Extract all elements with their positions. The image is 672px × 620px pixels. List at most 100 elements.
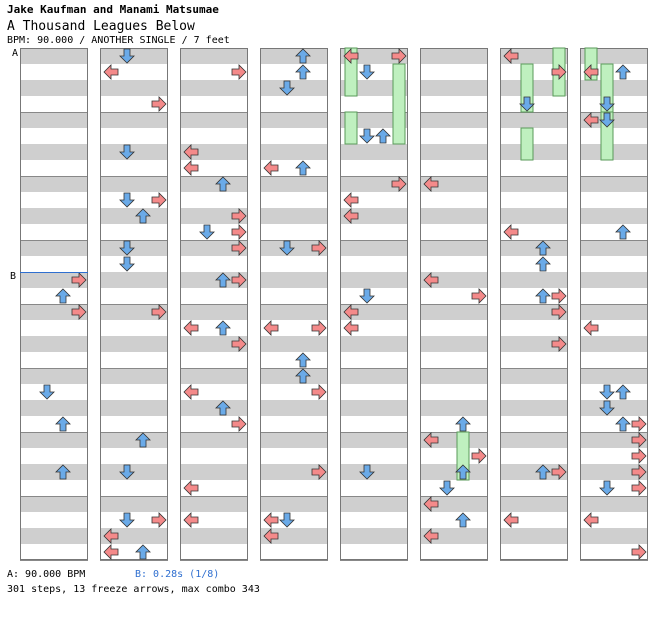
step-arrow	[391, 176, 407, 192]
step-arrow	[519, 96, 535, 112]
beat-stripe	[180, 48, 248, 64]
beat-stripe	[100, 336, 168, 352]
beat-stripe	[580, 208, 648, 224]
beat-stripe	[180, 176, 248, 192]
beat-stripe	[420, 400, 488, 416]
beat-stripe	[580, 240, 648, 256]
column-border	[500, 48, 568, 560]
beat-stripe	[20, 464, 88, 480]
step-arrow	[215, 272, 231, 288]
marker-a: A	[12, 48, 19, 59]
step-arrow	[279, 80, 295, 96]
step-arrow	[215, 400, 231, 416]
beat-stripe	[180, 272, 248, 288]
beat-stripe	[420, 272, 488, 288]
beat-stripe	[420, 240, 488, 256]
beat-stripe	[580, 464, 648, 480]
beat-stripe	[180, 304, 248, 320]
beat-stripe	[260, 368, 328, 384]
chart-meta: BPM: 90.000 / ANOTHER SINGLE / 7 feet	[7, 35, 230, 46]
step-arrow	[119, 240, 135, 256]
beat-stripe	[260, 48, 328, 64]
beat-stripe	[20, 336, 88, 352]
beat-stripe	[420, 80, 488, 96]
beat-stripe	[20, 368, 88, 384]
beat-stripe	[20, 144, 88, 160]
beat-stripe	[260, 400, 328, 416]
step-arrow	[599, 480, 615, 496]
step-arrow	[583, 320, 599, 336]
step-arrow	[55, 464, 71, 480]
step-arrow	[295, 48, 311, 64]
beat-stripe	[340, 368, 408, 384]
step-arrow	[295, 352, 311, 368]
beat-stripe	[100, 496, 168, 512]
step-arrow	[231, 208, 247, 224]
beat-stripe	[420, 368, 488, 384]
beat-stripe	[420, 208, 488, 224]
beat-stripe	[20, 176, 88, 192]
step-arrow	[231, 416, 247, 432]
step-arrow	[295, 160, 311, 176]
beat-stripe	[260, 144, 328, 160]
beat-stripe	[500, 208, 568, 224]
beat-stripe	[500, 48, 568, 64]
column-border	[580, 48, 648, 560]
step-arrow	[343, 304, 359, 320]
step-arrow	[615, 416, 631, 432]
step-arrow	[423, 528, 439, 544]
step-arrow	[231, 240, 247, 256]
step-arrow	[215, 176, 231, 192]
beat-stripe	[580, 432, 648, 448]
beat-stripe	[580, 528, 648, 544]
step-arrow	[423, 272, 439, 288]
step-arrow	[343, 320, 359, 336]
beat-stripe	[100, 272, 168, 288]
step-arrow	[343, 208, 359, 224]
beat-stripe	[500, 336, 568, 352]
beat-stripe	[340, 400, 408, 416]
step-arrow	[119, 144, 135, 160]
beat-stripe	[20, 400, 88, 416]
step-arrow	[55, 288, 71, 304]
freeze-arrow	[344, 111, 358, 145]
beat-stripe	[340, 240, 408, 256]
step-arrow	[231, 336, 247, 352]
beat-stripe	[20, 496, 88, 512]
column-border	[20, 48, 88, 560]
column-border	[340, 48, 408, 560]
step-arrow	[423, 496, 439, 512]
beat-stripe	[580, 368, 648, 384]
beat-stripe	[500, 144, 568, 160]
beat-stripe	[260, 304, 328, 320]
beat-stripe	[420, 432, 488, 448]
step-arrow	[359, 64, 375, 80]
step-arrow	[295, 64, 311, 80]
beat-stripe	[420, 464, 488, 480]
song-title: A Thousand Leagues Below	[7, 19, 195, 34]
beat-stripe	[500, 112, 568, 128]
beat-stripe	[100, 304, 168, 320]
chart-column-8	[580, 47, 648, 561]
beat-stripe	[20, 304, 88, 320]
beat-stripe	[20, 272, 88, 288]
beat-stripe	[420, 48, 488, 64]
beat-stripe	[180, 144, 248, 160]
step-arrow	[631, 480, 647, 496]
step-arrow	[535, 288, 551, 304]
beat-stripe	[260, 336, 328, 352]
column-border	[100, 48, 168, 560]
step-arrow	[503, 224, 519, 240]
beat-stripe	[340, 272, 408, 288]
step-arrow	[471, 288, 487, 304]
step-arrow	[119, 48, 135, 64]
step-arrow	[183, 144, 199, 160]
beat-stripe	[260, 528, 328, 544]
column-border	[420, 48, 488, 560]
step-arrow	[279, 240, 295, 256]
beat-stripe	[180, 464, 248, 480]
beat-stripe	[260, 432, 328, 448]
step-arrow	[263, 160, 279, 176]
beat-stripe	[500, 464, 568, 480]
step-arrow	[535, 256, 551, 272]
